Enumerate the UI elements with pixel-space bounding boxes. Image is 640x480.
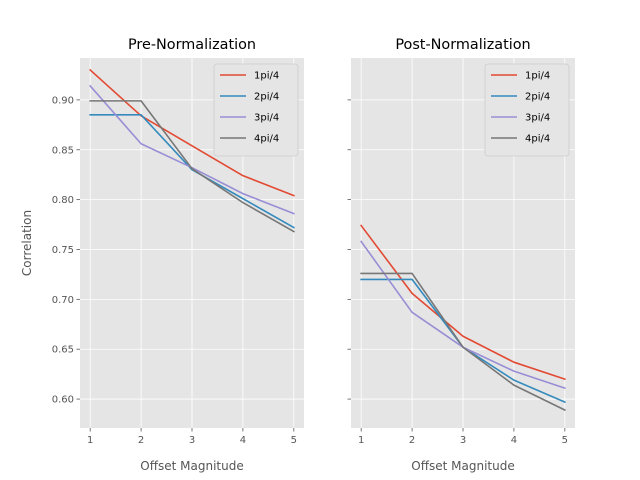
y-tick-label: 0.65: [52, 345, 74, 356]
legend: [213, 63, 299, 157]
x-axis-label: Offset Magnitude: [411, 459, 514, 473]
legend-entry: 2pi/4: [254, 92, 279, 103]
x-tick-label: 4: [240, 435, 246, 446]
series-line-1pi-4: [360, 224, 566, 381]
x-tick-label: 4: [511, 435, 517, 446]
chart-title: Pre-Normalization: [128, 37, 256, 53]
series-line-2pi-4: [89, 114, 295, 229]
x-axis-label: Offset Magnitude: [140, 459, 243, 473]
x-tick-label: 1: [358, 435, 364, 446]
y-tick-label: 0.70: [52, 295, 74, 306]
legend-entry: 1pi/4: [525, 71, 550, 82]
x-tick-label: 5: [291, 435, 297, 446]
chart-panel-pre-normalization: Pre-Normalization 1 2 3 4 5 0.60 0.65 0.70 0.75 0…: [20, 37, 304, 473]
legend: [484, 63, 570, 157]
x-tick-label: 2: [409, 435, 415, 446]
x-tick-label: 3: [460, 435, 466, 446]
legend-entry: 1pi/4: [254, 71, 279, 82]
x-tick-label: 3: [189, 435, 195, 446]
legend-entry: 4pi/4: [525, 134, 550, 145]
series-line-4pi-4: [89, 100, 295, 233]
chart-panel-post-normalization: Post-Normalization 1 2 3 4 5 Offset Magnitud…: [347, 37, 575, 473]
y-tick-label: 0.80: [52, 195, 74, 206]
legend-entry: 3pi/4: [525, 113, 550, 124]
x-tick-label: 2: [138, 435, 144, 446]
y-tick-label: 0.60: [52, 395, 74, 406]
x-tick-label: 1: [87, 435, 93, 446]
x-tick-label: 5: [562, 435, 568, 446]
chart-title: Post-Normalization: [395, 37, 530, 53]
series-line-4pi-4: [360, 272, 566, 412]
y-tick-label: 0.75: [52, 245, 74, 256]
legend-entry: 3pi/4: [254, 113, 279, 124]
legend-entry: 2pi/4: [525, 92, 550, 103]
legend-entry: 4pi/4: [254, 134, 279, 145]
y-tick-label: 0.85: [52, 145, 74, 156]
y-axis-label: Correlation: [20, 210, 34, 276]
y-tick-label: 0.90: [52, 95, 74, 106]
